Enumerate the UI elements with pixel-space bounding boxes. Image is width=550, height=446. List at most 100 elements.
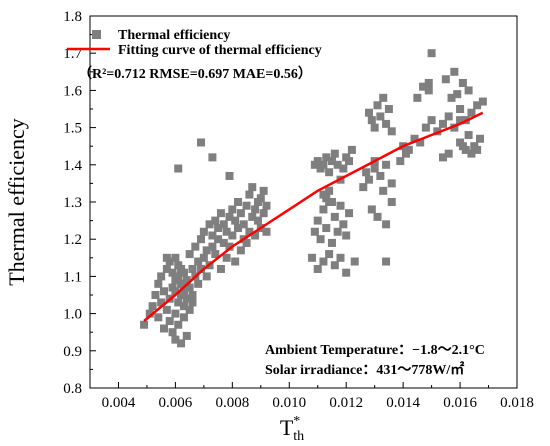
data-point bbox=[225, 171, 234, 180]
data-point bbox=[228, 205, 237, 214]
fit-curve-layer bbox=[143, 111, 484, 322]
data-point bbox=[310, 227, 319, 236]
data-point bbox=[174, 298, 183, 307]
data-point bbox=[245, 227, 254, 236]
data-point bbox=[387, 198, 396, 206]
data-point bbox=[160, 324, 169, 333]
data-point bbox=[231, 216, 240, 225]
data-point bbox=[225, 242, 234, 251]
data-point bbox=[174, 272, 183, 281]
x-axis-title-main: T bbox=[280, 415, 294, 440]
data-point bbox=[359, 183, 368, 192]
data-point bbox=[396, 157, 405, 166]
x-tick-label: 0.006 bbox=[159, 395, 193, 411]
data-point bbox=[464, 131, 473, 140]
data-point bbox=[259, 209, 268, 218]
x-tick-label: 0.018 bbox=[500, 395, 534, 411]
data-point bbox=[339, 220, 348, 229]
annotation-solar-irradiance: Solar irradiance：431～778W/㎡ bbox=[265, 361, 464, 378]
data-point bbox=[197, 235, 206, 244]
data-point bbox=[208, 153, 217, 162]
data-point bbox=[313, 264, 322, 273]
data-point bbox=[222, 227, 231, 236]
data-point bbox=[450, 123, 459, 132]
data-point bbox=[313, 216, 322, 225]
data-point bbox=[202, 246, 211, 255]
y-tick-label: 1.5 bbox=[63, 121, 82, 137]
data-point bbox=[382, 160, 391, 169]
legend-label-scatter: Thermal efficiency bbox=[118, 28, 230, 43]
y-tick-label: 1.6 bbox=[63, 83, 82, 99]
y-tick-label: 1.0 bbox=[63, 307, 82, 323]
legend: Thermal efficiency Fitting curve of ther… bbox=[67, 28, 322, 82]
data-point bbox=[350, 257, 359, 266]
data-point bbox=[384, 105, 393, 113]
data-point bbox=[316, 235, 325, 244]
data-point bbox=[473, 145, 482, 154]
data-point bbox=[333, 227, 342, 236]
data-point bbox=[185, 250, 194, 259]
data-point bbox=[171, 253, 180, 262]
data-point bbox=[461, 145, 470, 154]
data-point bbox=[387, 127, 396, 136]
data-point bbox=[188, 264, 197, 273]
y-tick-label: 1.1 bbox=[63, 269, 82, 285]
data-point bbox=[262, 227, 271, 236]
data-point bbox=[171, 309, 180, 318]
data-point bbox=[208, 231, 217, 240]
data-point bbox=[308, 253, 317, 262]
data-point bbox=[259, 186, 268, 195]
data-point bbox=[427, 116, 436, 125]
data-point bbox=[242, 201, 251, 210]
data-point bbox=[214, 224, 223, 233]
data-point bbox=[151, 291, 160, 299]
data-point bbox=[336, 201, 345, 210]
data-point bbox=[225, 212, 234, 221]
data-point bbox=[234, 198, 243, 206]
data-point bbox=[376, 112, 385, 121]
data-point bbox=[330, 261, 339, 270]
data-point bbox=[179, 313, 188, 322]
data-point bbox=[364, 108, 373, 117]
data-point bbox=[327, 238, 336, 247]
data-point bbox=[453, 90, 462, 99]
data-point bbox=[419, 82, 428, 91]
x-tick-label: 0.014 bbox=[386, 395, 420, 411]
data-point bbox=[319, 160, 328, 169]
data-point bbox=[251, 205, 260, 214]
data-point bbox=[401, 149, 410, 158]
data-point bbox=[179, 279, 188, 288]
data-point bbox=[211, 216, 220, 225]
data-point bbox=[197, 264, 206, 273]
data-point bbox=[362, 168, 371, 177]
data-point bbox=[458, 78, 467, 87]
data-point bbox=[182, 294, 191, 303]
data-point bbox=[421, 123, 430, 132]
x-axis-title: T* th bbox=[280, 414, 304, 444]
data-point bbox=[174, 320, 183, 329]
data-point bbox=[456, 105, 465, 113]
data-point bbox=[185, 283, 194, 292]
data-point bbox=[222, 253, 231, 262]
data-point bbox=[171, 335, 180, 344]
data-point bbox=[438, 153, 447, 162]
data-point bbox=[330, 212, 339, 221]
data-point bbox=[248, 212, 257, 221]
data-point bbox=[467, 149, 476, 158]
data-point bbox=[325, 250, 334, 259]
data-point bbox=[464, 86, 473, 95]
data-point bbox=[322, 194, 331, 203]
data-point bbox=[245, 190, 254, 199]
data-point bbox=[410, 134, 419, 143]
data-point bbox=[319, 257, 328, 266]
data-point bbox=[339, 164, 348, 173]
data-point bbox=[262, 201, 271, 210]
data-point bbox=[367, 116, 376, 125]
data-point bbox=[211, 250, 220, 259]
data-point bbox=[444, 112, 453, 121]
data-point bbox=[325, 186, 334, 195]
data-point bbox=[370, 164, 379, 173]
data-point bbox=[438, 119, 447, 128]
data-point bbox=[228, 231, 237, 240]
